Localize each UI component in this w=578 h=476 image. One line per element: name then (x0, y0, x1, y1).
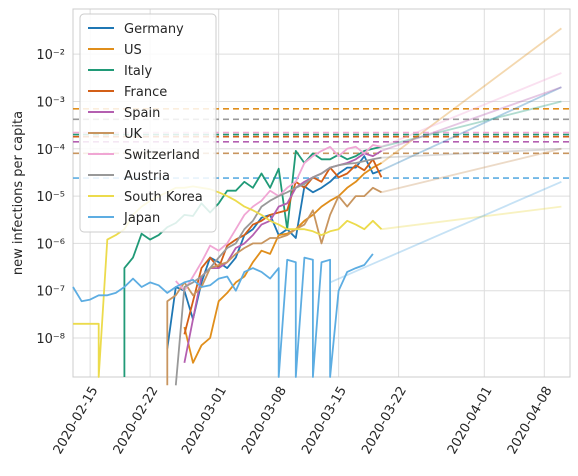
x-tick-label: 2020-03-15 (299, 384, 350, 457)
x-tick-label: 2020-02-15 (51, 384, 102, 457)
legend-box (79, 13, 217, 233)
y-axis-label: new infections per capita (11, 111, 26, 275)
legend-label-us: US (124, 43, 142, 58)
legend: Germany US Italy France Spain UK Switzerland Au… (79, 13, 217, 233)
x-tick-label: 2020-04-08 (505, 384, 556, 457)
series-line-germany (166, 155, 382, 349)
y-tick-label: 10⁻⁵ (36, 190, 65, 205)
projection-lines (329, 27, 562, 284)
series-line-austria (174, 156, 382, 386)
projection-line-uk (381, 147, 562, 194)
legend-label-germany: Germany (124, 22, 184, 37)
y-tick-label: 10⁻⁶ (36, 237, 65, 252)
x-tick-label: 2020-03-22 (359, 384, 410, 457)
series-line-uk (166, 186, 382, 386)
legend-label-spain: Spain (124, 106, 160, 121)
series-line-spain (183, 150, 382, 363)
projection-line-germany (381, 86, 562, 172)
legend-label-south-korea: South Korea (124, 190, 203, 205)
y-tick-label: 10⁻⁷ (36, 285, 65, 300)
x-tick-label: 2020-03-08 (239, 384, 290, 457)
x-tick-label: 2020-04-01 (445, 384, 496, 457)
legend-label-france: France (124, 85, 167, 100)
legend-label-japan: Japan (123, 211, 160, 226)
y-tick-label: 10⁻² (36, 48, 65, 63)
legend-label-italy: Italy (124, 64, 153, 79)
y-tick-label: 10⁻⁴ (36, 143, 65, 158)
projection-line-switzerland (381, 72, 562, 148)
legend-label-uk: UK (124, 127, 143, 142)
projection-line-spain (381, 86, 562, 152)
plot-frame (72, 8, 571, 378)
projection-line-south-korea (381, 205, 562, 231)
series-line-japan (72, 253, 374, 378)
series-line-us (183, 162, 382, 364)
y-tick-label: 10⁻⁸ (36, 332, 65, 347)
projection-line-us (380, 27, 562, 164)
legend-label-switzerland: Switzerland (124, 148, 200, 163)
y-tick-label: 10⁻³ (36, 95, 65, 110)
projection-line-italy (381, 100, 562, 148)
projection-line-japan (329, 180, 562, 284)
projection-line-austria (381, 147, 562, 159)
series-lines (72, 144, 383, 386)
legend-label-austria: Austria (124, 169, 170, 184)
x-tick-label: 2020-02-22 (111, 384, 162, 457)
x-tick-label: 2020-03-01 (179, 384, 230, 457)
